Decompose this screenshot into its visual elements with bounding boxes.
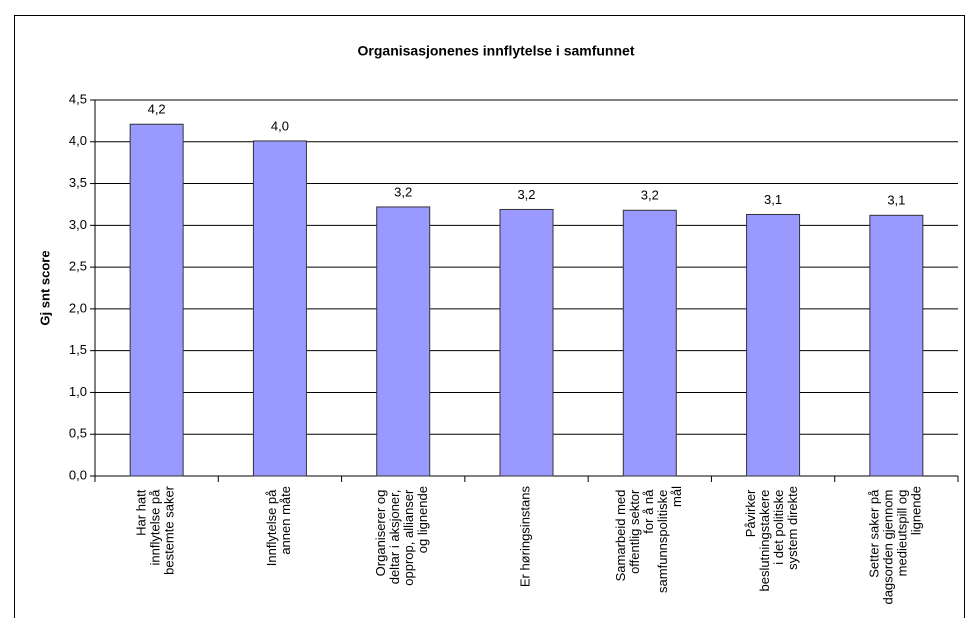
x-tick-group: Organiserer og deltar i aksjoner, opprop… (374, 486, 431, 586)
x-tick-label: Innflytelse på annen måte (264, 486, 293, 566)
bar (499, 208, 554, 477)
x-tick-label: Påvirker beslutningstakere i det politis… (744, 486, 801, 592)
x-tick-group: Har hatt innflytelse på bestemte saker (134, 485, 177, 575)
x-tick-label: Samarbeid med offentlig sektor for å nå … (613, 486, 684, 593)
value-label: 4,0 (271, 118, 289, 133)
x-tick-group: Setter saker på dagsorden gjennom medieu… (867, 486, 924, 605)
chart-title: Organisasjonenes innflytelse i samfunnet (358, 43, 635, 59)
y-tick-label: 0,5 (69, 426, 87, 441)
y-tick-label: 1,5 (69, 342, 87, 357)
value-label: 4,2 (148, 102, 166, 117)
x-tick-label: Organiserer og deltar i aksjoner, opprop… (374, 486, 431, 586)
bar (746, 213, 801, 477)
y-tick-label: 2,0 (69, 300, 87, 315)
value-label: 3,1 (887, 193, 905, 208)
bar (869, 214, 924, 477)
y-tick-label: 3,5 (69, 175, 87, 190)
bar (129, 123, 184, 477)
x-tick-group: Samarbeid med offentlig sektor for å nå … (613, 486, 684, 593)
y-tick-label: 3,0 (69, 217, 87, 232)
y-tick-label: 0,0 (69, 467, 87, 482)
bar (622, 209, 677, 477)
bar (252, 140, 307, 477)
y-axis-title: Gj snt score (37, 250, 52, 325)
y-tick-label: 1,0 (69, 384, 87, 399)
x-tick-label: Setter saker på dagsorden gjennom medieu… (867, 486, 924, 605)
bar (376, 206, 431, 477)
y-tick-label: 4,0 (69, 133, 87, 148)
value-label: 3,2 (394, 184, 412, 199)
value-label: 3,1 (764, 192, 782, 207)
x-tick-group: Påvirker beslutningstakere i det politis… (744, 486, 801, 592)
x-tick-label: Har hatt innflytelse på bestemte saker (134, 485, 177, 575)
value-label: 3,2 (641, 188, 659, 203)
x-tick-group: Er høringsinstans (518, 486, 533, 588)
x-tick-group: Innflytelse på annen måte (264, 486, 293, 566)
value-label: 3,2 (517, 187, 535, 202)
y-tick-label: 4,5 (69, 91, 87, 106)
y-tick-label: 2,5 (69, 259, 87, 274)
x-tick-label: Er høringsinstans (518, 486, 533, 588)
